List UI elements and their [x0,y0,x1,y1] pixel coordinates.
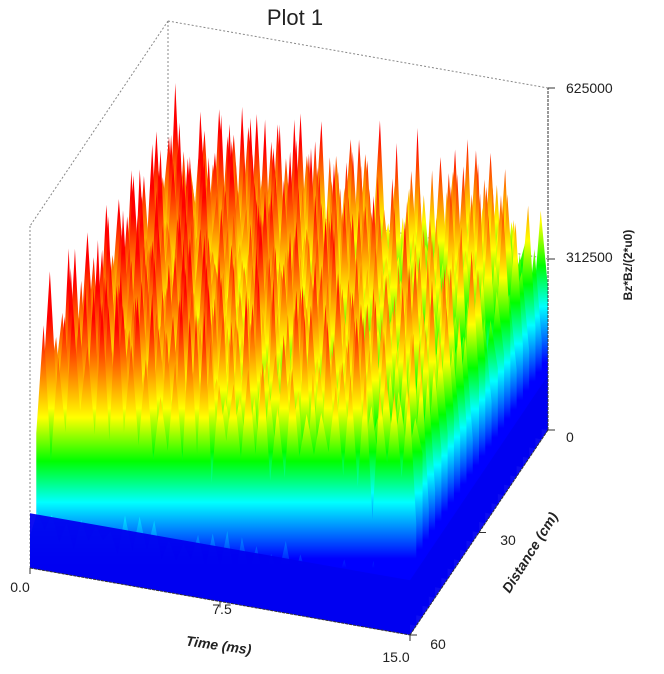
y-axis-line [409,429,549,636]
z-axis-label: Bz*Bz/(2*u0) [621,230,635,301]
y-tick-label: 60 [430,636,446,652]
y-tick-label: 30 [500,532,516,548]
x-tick-label: 15.0 [382,649,409,665]
z-tick-label: 625000 [566,80,613,96]
surface [30,82,548,635]
x-tick-label: 0.0 [10,579,30,595]
chart-title: Plot 1 [267,5,323,30]
box-edge [29,20,169,227]
x-tick-label: 7.5 [212,601,232,617]
x-axis-label: Time (ms) [185,633,253,658]
z-tick-label: 312500 [566,249,613,265]
y-axis-label: Distance (cm) [499,509,561,596]
z-tick-label: 0 [566,429,574,445]
surface-front-face [30,375,548,635]
axes [29,87,555,641]
box-edge [167,20,549,89]
